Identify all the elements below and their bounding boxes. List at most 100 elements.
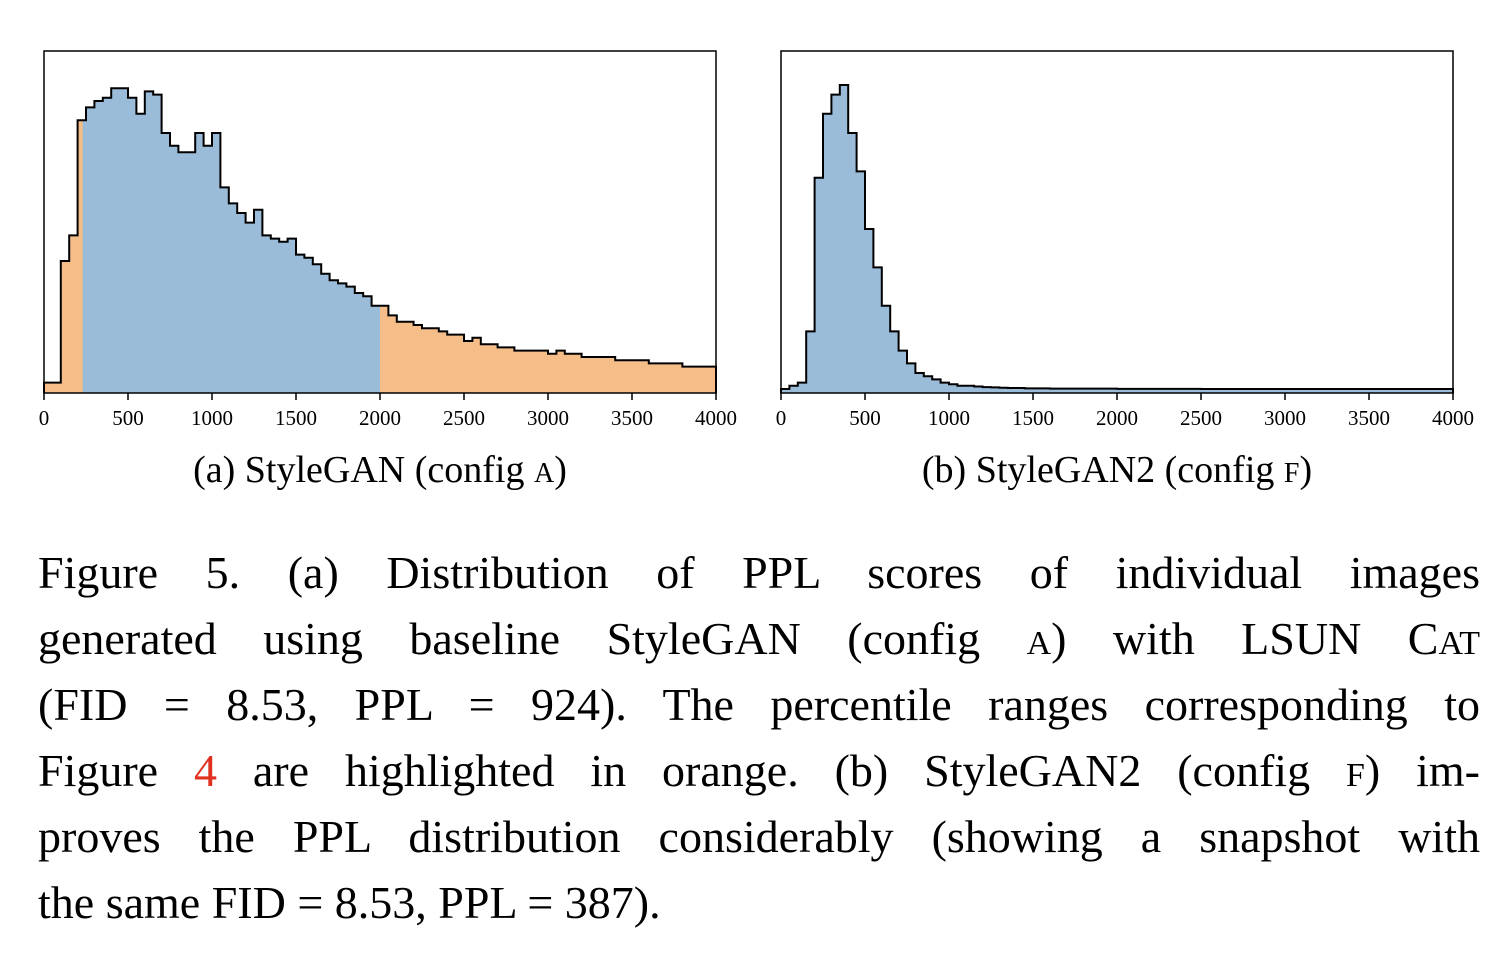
- histogram-bar: [52, 382, 62, 393]
- x-tick-label: 0: [39, 406, 50, 430]
- caption-line-1: Figure 5. (a) Distribution of PPL scores…: [38, 547, 1480, 598]
- histogram-bar: [789, 385, 799, 393]
- histogram-bar: [898, 350, 908, 393]
- histogram-bar: [1049, 388, 1059, 393]
- histogram-bar: [1125, 388, 1135, 393]
- histogram-bar: [865, 229, 874, 393]
- histogram-bar: [464, 341, 473, 393]
- caption-line-6: the same FID = 8.53, PPL = 387).: [38, 877, 661, 928]
- histogram-bar: [1226, 389, 1235, 393]
- x-tick-label: 2000: [1096, 406, 1138, 430]
- x-tick-label: 500: [112, 406, 144, 430]
- histogram-bar: [514, 350, 524, 393]
- histogram-bar: [82, 120, 87, 393]
- histogram-bar: [136, 113, 146, 394]
- histogram-bar: [321, 273, 330, 393]
- histogram-bar: [1041, 388, 1051, 393]
- histogram-bar: [581, 357, 591, 393]
- histogram-bar: [1007, 388, 1017, 393]
- histogram-bar: [648, 363, 658, 393]
- histogram-bar: [1150, 388, 1160, 393]
- histogram-bar: [455, 334, 465, 393]
- histogram-bar: [657, 363, 666, 393]
- histogram-bar: [371, 305, 381, 393]
- histogram-bar: [974, 386, 983, 393]
- histogram-bar: [405, 321, 414, 393]
- histogram-bar: [447, 334, 456, 393]
- histogram-bar: [1436, 389, 1445, 393]
- histogram-bar: [1075, 388, 1084, 393]
- histogram-bar: [212, 133, 221, 393]
- histogram-bar: [287, 238, 297, 393]
- histogram-bar: [262, 235, 272, 393]
- histogram-bar: [1083, 388, 1093, 393]
- subcaption-b-text: (b) StyleGAN2 (config: [921, 449, 1284, 491]
- histogram-bar: [1394, 389, 1403, 393]
- histogram-bar: [245, 222, 255, 393]
- histogram-bar: [814, 177, 824, 393]
- histogram-bar: [1184, 388, 1193, 393]
- histogram-bar: [111, 88, 120, 393]
- histogram-bar: [480, 344, 490, 393]
- histogram-bar: [186, 152, 196, 393]
- x-tick-label: 0: [776, 406, 787, 430]
- x-tick-label: 2500: [1180, 406, 1222, 430]
- histogram-bar: [1217, 389, 1227, 393]
- histogram-bar: [1201, 389, 1210, 393]
- histogram-bar: [203, 145, 213, 393]
- histogram-bar: [1301, 389, 1311, 393]
- x-tick-label: 3000: [527, 406, 569, 430]
- histogram-bar: [848, 133, 857, 393]
- x-tick-label: 4000: [695, 406, 737, 430]
- histogram-bar: [422, 328, 431, 393]
- histogram-bar: [890, 331, 899, 393]
- x-tick-label: 2500: [443, 406, 485, 430]
- histogram-stylegan-svg: 0 500 1000 1500 2000 2500 3000 3500 4000: [39, 50, 737, 430]
- histogram-bar: [472, 337, 482, 393]
- histogram-bar: [1335, 389, 1345, 393]
- x-tick-label: 1000: [191, 406, 233, 430]
- histogram-bar: [1033, 388, 1042, 393]
- x-tick-label: 1500: [275, 406, 317, 430]
- histogram-bar: [338, 283, 347, 393]
- histogram-bar: [254, 209, 263, 393]
- histogram-bar: [923, 376, 933, 393]
- histogram-bar: [1285, 389, 1294, 393]
- histogram-bar: [623, 360, 633, 393]
- caption-text: ) im-: [1364, 745, 1480, 796]
- histogram-bar: [1293, 389, 1303, 393]
- histogram-bar: [1402, 389, 1412, 393]
- histogram-bar: [1108, 388, 1118, 393]
- histogram-bar: [312, 264, 322, 393]
- histogram-bar: [674, 363, 683, 393]
- x-tick-label: 4000: [1432, 406, 1474, 430]
- histogram-bar: [430, 328, 440, 393]
- histogram-bar: [1310, 389, 1319, 393]
- histogram-bar: [1167, 388, 1177, 393]
- histogram-bar: [396, 321, 406, 393]
- histogram-bar: [839, 85, 849, 393]
- histogram-bar: [128, 97, 137, 394]
- histogram-bar: [548, 353, 557, 393]
- histogram-bar: [932, 379, 941, 393]
- histogram-bar: [1209, 389, 1219, 393]
- histogram-bar: [1175, 388, 1185, 393]
- histogram-bar: [354, 293, 364, 393]
- histogram-bar: [296, 254, 305, 393]
- histogram-bar: [279, 241, 288, 393]
- histogram-bar: [1360, 389, 1370, 393]
- histogram-bar: [44, 382, 53, 393]
- caption-text: Figure: [38, 745, 194, 796]
- histogram-bar: [304, 257, 314, 393]
- histogram-bar: [1016, 388, 1025, 393]
- histogram-outline: [780, 84, 1454, 393]
- histogram-bar: [1133, 388, 1143, 393]
- histogram-bar: [573, 353, 582, 393]
- caption-line-2: generated using baseline StyleGAN (confi…: [38, 606, 1480, 672]
- histogram-bar: [531, 350, 540, 393]
- figure-reference-link[interactable]: 4: [194, 745, 217, 796]
- histogram-bar: [1251, 389, 1261, 393]
- histogram-bar: [606, 357, 616, 393]
- histogram-bar: [797, 382, 807, 393]
- histogram-bar: [1276, 389, 1286, 393]
